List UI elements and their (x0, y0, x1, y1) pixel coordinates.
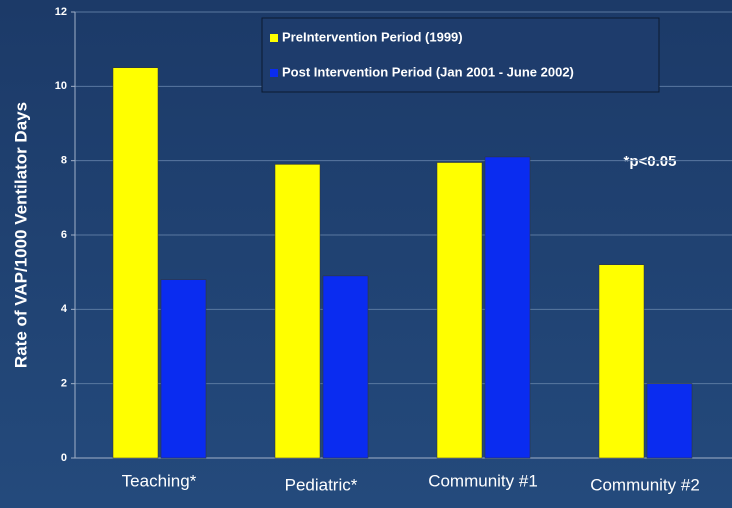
bar (322, 275, 369, 459)
y-tick-label: 4 (61, 303, 68, 315)
y-tick-label: 0 (61, 452, 67, 464)
legend-box (261, 17, 660, 93)
bar (484, 156, 531, 459)
y-tick-label: 8 (61, 155, 67, 167)
y-tick-label: 12 (55, 6, 67, 18)
bar (598, 264, 645, 459)
y-tick-label: 10 (55, 80, 67, 92)
bar (646, 383, 693, 459)
y-tick-label: 2 (61, 378, 67, 390)
x-tick-label: Teaching* (122, 471, 197, 490)
legend-swatch (270, 34, 278, 42)
bar (160, 279, 207, 459)
bar (436, 162, 483, 459)
bar (274, 164, 321, 459)
legend-label: Post Intervention Period (Jan 2001 - Jun… (282, 64, 574, 79)
legend-label: PreIntervention Period (1999) (282, 29, 463, 44)
x-tick-label: Community #1 (428, 471, 538, 490)
annotation: *p<0.05 (624, 153, 677, 170)
legend-swatch (270, 69, 278, 77)
bar (112, 67, 159, 459)
x-tick-label: Pediatric* (285, 475, 358, 494)
y-axis-label: Rate of VAP/1000 Ventilator Days (11, 102, 30, 368)
x-tick-label: Community #2 (590, 475, 700, 494)
y-tick-label: 6 (61, 229, 67, 241)
